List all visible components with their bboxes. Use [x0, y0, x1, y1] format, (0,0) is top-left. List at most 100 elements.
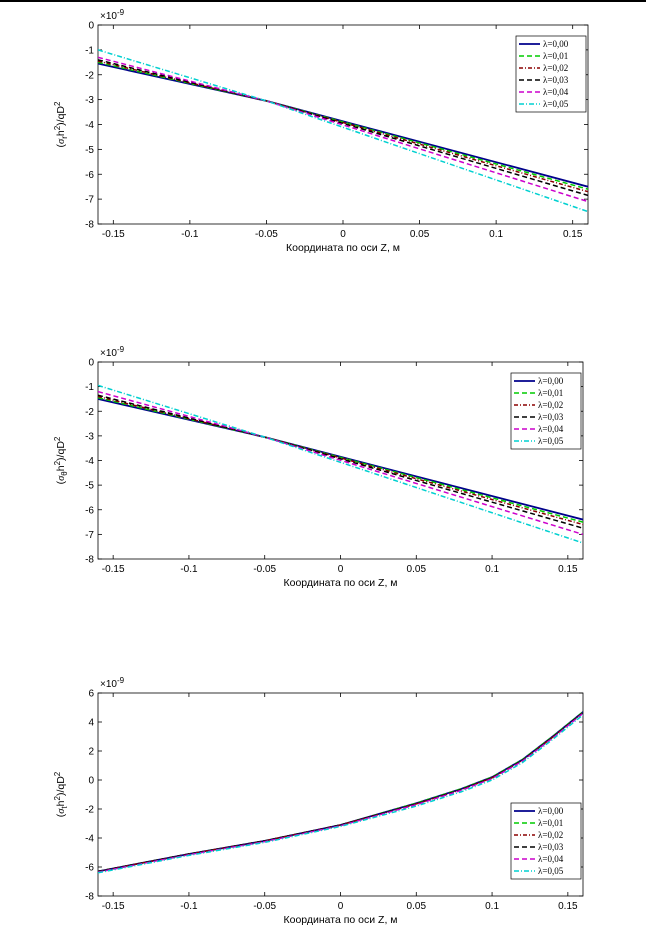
y-tick-label: 0: [88, 358, 94, 369]
y-label-sup-2b: 2: [53, 101, 62, 106]
y-label-sup-2b: 2: [53, 771, 62, 776]
y-label-h: h: [55, 465, 67, 471]
series-line-0: [98, 711, 583, 873]
y-tick-label: -1: [85, 45, 94, 56]
legend-entry-2: λ=0,02: [543, 63, 568, 73]
legend-entry-1: λ=0,01: [538, 818, 563, 828]
y-label-subscript: t: [60, 806, 69, 809]
legend: λ=0,00 λ=0,01 λ=0,02 λ=0,03 λ=0,04 λ=0,05: [510, 802, 582, 880]
series-line-2: [98, 60, 588, 193]
y-label-sup-2: 2: [53, 795, 62, 800]
x-tick-label: -0.05: [253, 564, 276, 575]
x-tick-label: -0.1: [181, 229, 199, 240]
y-label-h: h: [55, 130, 67, 136]
x-tick-label: 0: [338, 901, 344, 912]
x-axis-label: Координата по оси Z, м: [283, 914, 397, 926]
y-label-prefix: (: [55, 480, 67, 484]
series-line-1: [98, 61, 588, 190]
y-tick-label: -2: [85, 70, 94, 81]
legend-entry-5: λ=0,05: [538, 866, 564, 876]
y-label-sup-2: 2: [53, 460, 62, 465]
exponent-label: ×10-9: [100, 676, 125, 690]
x-axis-label: Координата по оси Z, м: [283, 577, 397, 589]
legend-entry-0: λ=0,00: [543, 39, 569, 49]
y-tick-label: -3: [85, 95, 94, 106]
y-tick-label: -4: [85, 120, 94, 131]
legend-entry-1: λ=0,01: [538, 388, 563, 398]
exponent-power: -9: [117, 676, 125, 685]
y-tick-label: 6: [88, 689, 94, 700]
series-line-5: [98, 49, 588, 213]
y-tick-label: 2: [88, 747, 94, 758]
top-border-line: [0, 0, 646, 2]
x-tick-label: 0.05: [410, 229, 430, 240]
y-label-prefix: (: [55, 143, 67, 147]
y-label-sigma: σ: [56, 138, 67, 144]
x-tick-label: -0.15: [102, 901, 125, 912]
x-axis-label: Координата по оси Z, м: [286, 242, 400, 254]
series-line-0: [98, 62, 588, 188]
x-tick-label: -0.05: [255, 229, 278, 240]
exponent-power: -9: [117, 345, 125, 354]
legend-entry-2: λ=0,02: [538, 830, 563, 840]
legend-entry-4: λ=0,04: [538, 854, 564, 864]
x-tick-label: 0.15: [558, 564, 578, 575]
x-tick-label: 0: [338, 564, 344, 575]
x-tick-label: -0.15: [102, 229, 125, 240]
exponent-power: -9: [117, 8, 125, 17]
legend-entry-0: λ=0,00: [538, 376, 564, 386]
legend-entry-3: λ=0,03: [538, 842, 564, 852]
y-label-sup-2: 2: [53, 125, 62, 130]
y-tick-label: 0: [88, 21, 94, 32]
y-tick-label: -7: [85, 530, 94, 541]
chart-2: -0.15 -0.1 -0.05 0 0.05 0.1 0.15 0 -1 -2 -3 -4 -5 -6 -…: [53, 345, 584, 589]
chart-1: -0.15 -0.1 -0.05 0 0.05 0.1 0.15 0 -1 -2 -3 -4 -5 -6 -…: [53, 8, 589, 254]
legend-entry-4: λ=0,04: [538, 424, 564, 434]
y-tick-label: -6: [85, 170, 94, 181]
y-tick-label: -4: [85, 834, 94, 845]
y-tick-label: -7: [85, 195, 94, 206]
y-axis-label: (σθh2)/qD2: [53, 436, 69, 484]
x-tick-label: -0.05: [253, 901, 276, 912]
y-tick-label: -5: [85, 481, 94, 492]
exponent-label: ×10-9: [100, 345, 125, 359]
y-tick-label: -8: [85, 892, 94, 903]
legend: λ=0,00 λ=0,01 λ=0,02 λ=0,03 λ=0,04 λ=0,05: [515, 35, 587, 113]
legend-entry-0: λ=0,00: [538, 806, 564, 816]
series-line-2: [98, 712, 583, 873]
y-label-tail: )/qD: [55, 776, 67, 796]
x-tick-label: 0.1: [485, 564, 499, 575]
legend-entry-4: λ=0,04: [543, 87, 569, 97]
legend-box: [510, 802, 582, 880]
plot-area-frame: [97, 24, 589, 225]
y-tick-label: -6: [85, 505, 94, 516]
x-tick-label: -0.1: [180, 901, 198, 912]
y-tick-label: -3: [85, 431, 94, 442]
exponent-base: ×10: [100, 348, 117, 359]
exponent-label: ×10-9: [100, 8, 125, 22]
y-tick-label: -8: [85, 555, 94, 566]
x-tick-label: -0.15: [102, 564, 125, 575]
x-tick-label: 0.15: [563, 229, 583, 240]
y-label-subscript: θ: [60, 471, 69, 476]
y-label-tail: )/qD: [55, 441, 67, 461]
series-line-3: [98, 712, 583, 873]
x-tick-label: 0.15: [558, 901, 578, 912]
y-tick-label: -1: [85, 382, 94, 393]
y-axis-label: (σth2)/qD2: [53, 771, 69, 817]
chart-3: -0.15 -0.1 -0.05 0 0.05 0.1 0.15 6 4 2 0 -2 -4 -6 -8 ×1…: [53, 676, 584, 926]
plot-area-frame: [97, 692, 584, 897]
legend-entry-3: λ=0,03: [543, 75, 569, 85]
y-label-tail: )/qD: [55, 106, 67, 126]
y-label-subscript: r: [60, 136, 69, 139]
y-axis-label: (σrh2)/qD2: [53, 101, 69, 148]
y-tick-label: -4: [85, 456, 94, 467]
legend: λ=0,00 λ=0,01 λ=0,02 λ=0,03 λ=0,04 λ=0,05: [510, 372, 582, 450]
x-tick-label: 0.1: [489, 229, 503, 240]
exponent-base: ×10: [100, 679, 117, 690]
y-label-sigma: σ: [56, 808, 67, 814]
series-line-5: [98, 714, 583, 874]
y-tick-label: -6: [85, 863, 94, 874]
series-line-5: [98, 384, 583, 544]
